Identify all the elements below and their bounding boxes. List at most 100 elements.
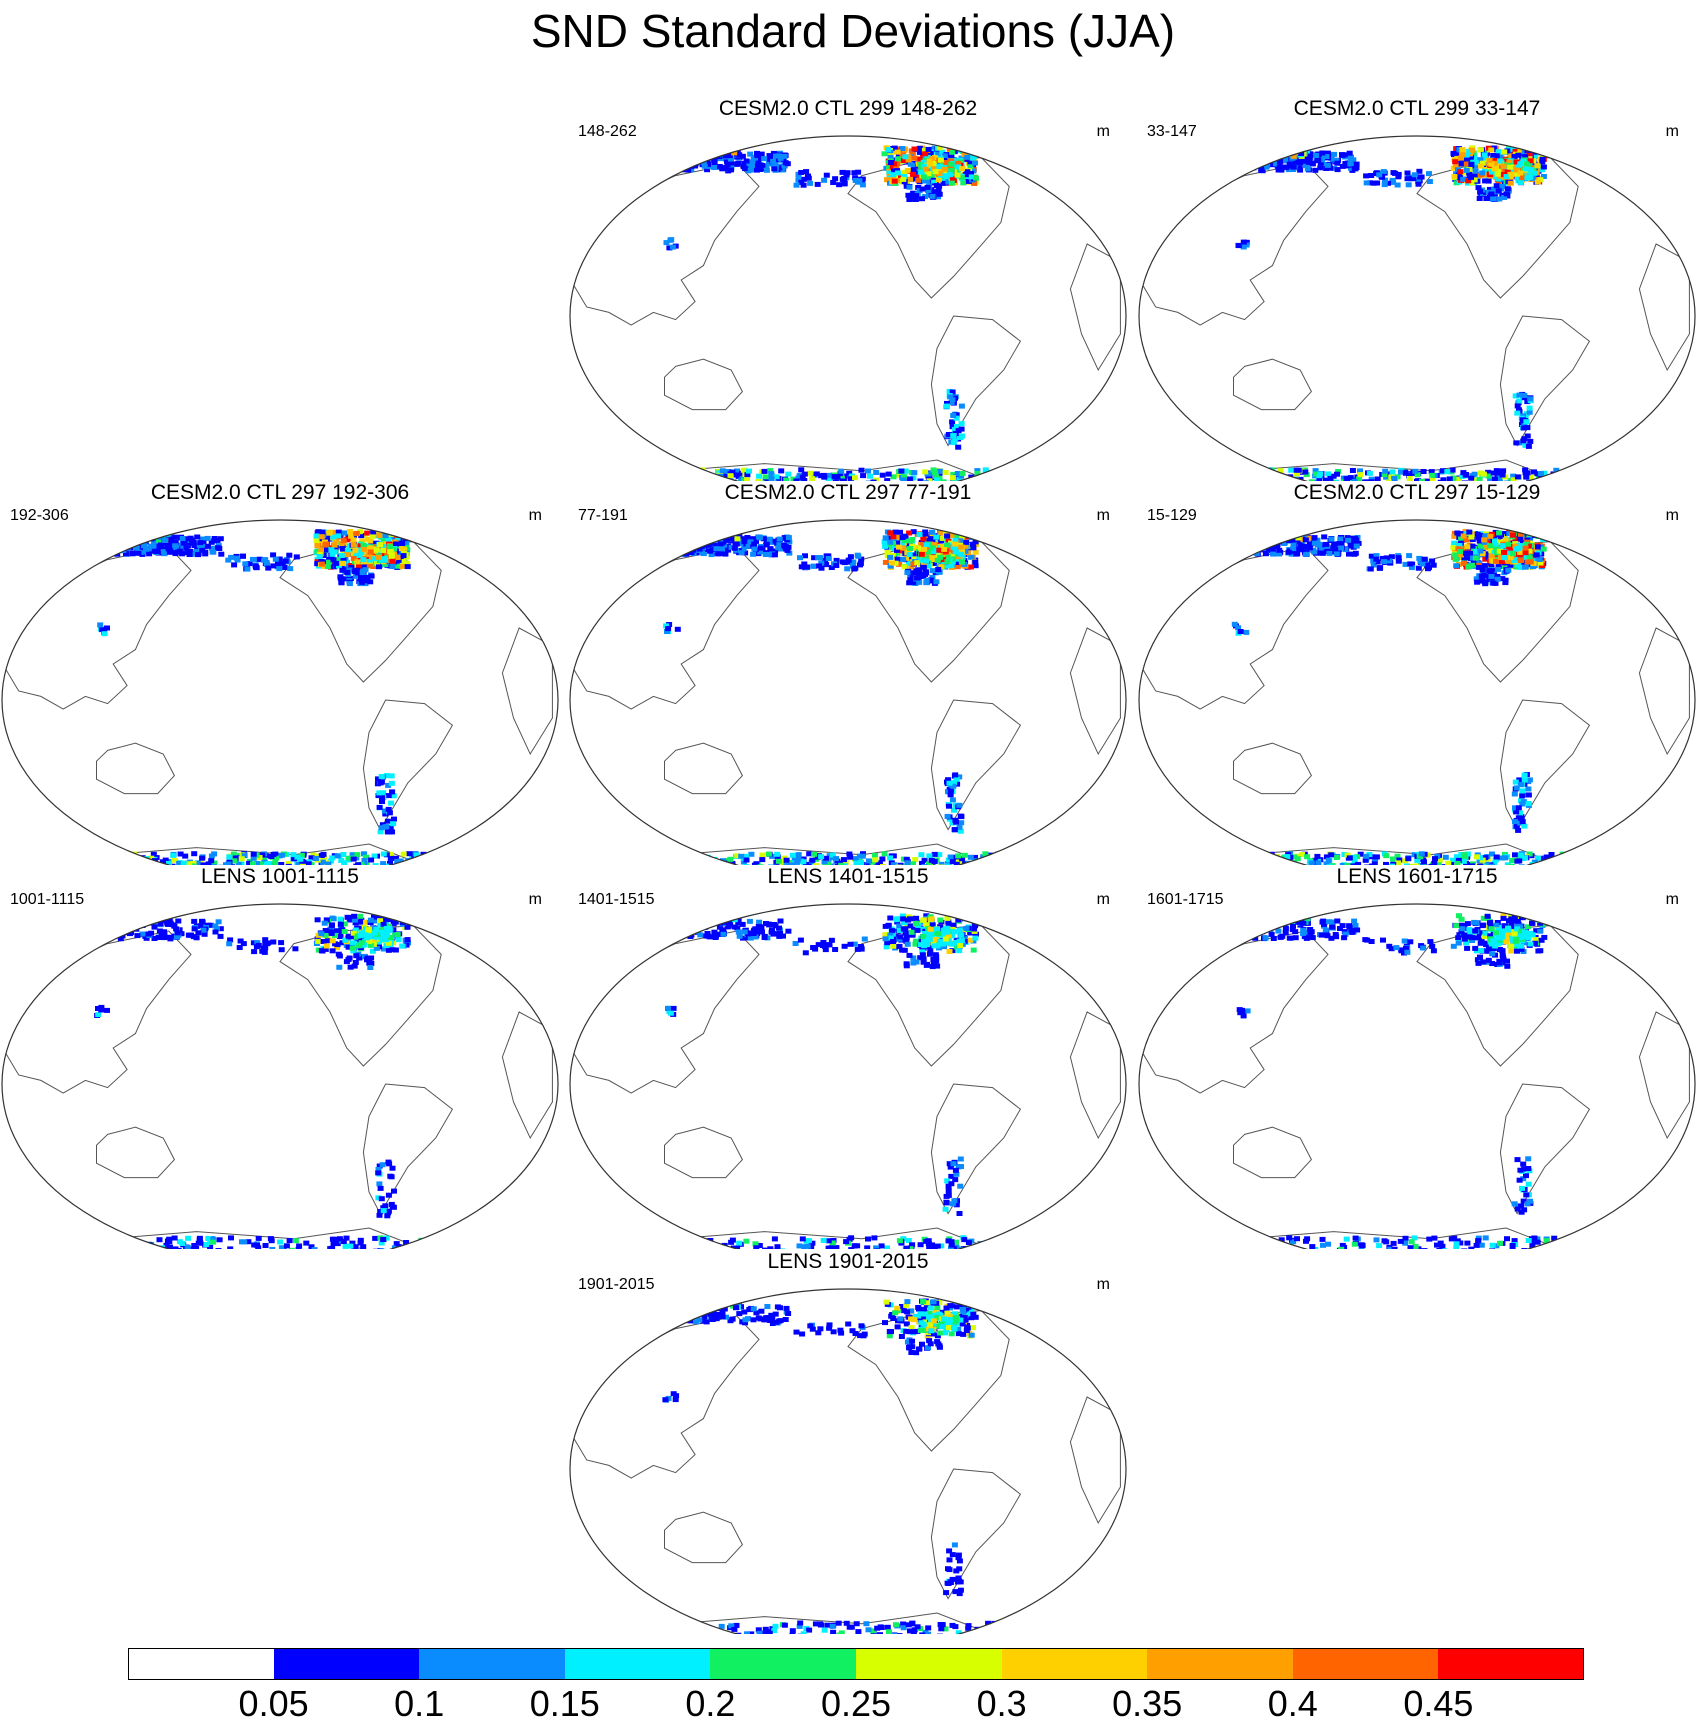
snow-cell bbox=[687, 851, 694, 857]
snow-cell bbox=[1347, 158, 1354, 164]
snow-cell bbox=[1481, 155, 1488, 161]
snow-cell bbox=[1278, 474, 1285, 480]
snow-cell bbox=[894, 160, 901, 166]
snow-cell bbox=[825, 556, 832, 561]
snow-cell bbox=[1416, 168, 1423, 174]
snow-cell bbox=[172, 539, 179, 545]
snow-cell bbox=[924, 184, 931, 190]
snow-cell bbox=[1457, 531, 1464, 537]
snow-cell bbox=[932, 470, 938, 476]
snow-cell bbox=[750, 551, 757, 557]
snow-cell bbox=[1521, 392, 1528, 398]
snow-cell bbox=[139, 537, 146, 543]
snow-cell bbox=[949, 475, 956, 481]
snow-cell bbox=[1288, 145, 1295, 151]
snow-cell bbox=[1334, 167, 1341, 173]
snow-cell bbox=[1257, 156, 1263, 162]
snow-cell bbox=[950, 413, 957, 418]
snow-cell bbox=[360, 553, 367, 559]
snow-cell bbox=[1527, 474, 1534, 480]
coastline bbox=[1141, 162, 1329, 326]
snow-cell bbox=[1368, 476, 1375, 481]
snow-cell bbox=[282, 558, 289, 564]
snow-cell bbox=[1290, 153, 1297, 159]
snow-cell bbox=[734, 853, 741, 859]
snow-cell bbox=[922, 194, 929, 200]
snow-cell bbox=[191, 851, 198, 857]
snow-cell bbox=[238, 856, 245, 862]
snow-cell bbox=[972, 854, 978, 860]
snow-cell bbox=[884, 177, 890, 183]
snow-cell bbox=[1270, 551, 1277, 557]
snow-cell bbox=[1457, 175, 1464, 181]
snow-cell bbox=[1446, 476, 1453, 481]
snow-cell bbox=[182, 853, 189, 859]
snow-cell bbox=[1251, 546, 1258, 552]
snow-cell bbox=[385, 782, 392, 788]
snow-cell bbox=[870, 479, 877, 481]
snow-cell bbox=[337, 574, 344, 580]
snow-cell bbox=[276, 556, 283, 562]
snow-cell bbox=[1357, 472, 1364, 478]
snow-cell bbox=[663, 240, 670, 246]
snow-cell bbox=[250, 556, 256, 562]
snow-cell bbox=[1381, 182, 1388, 188]
snow-cell bbox=[388, 800, 395, 806]
snow-cell bbox=[1382, 177, 1388, 183]
snow-cell bbox=[369, 554, 375, 560]
snow-cell bbox=[767, 468, 774, 474]
snow-cell bbox=[865, 468, 871, 474]
snow-cell bbox=[1336, 541, 1343, 546]
snow-cell bbox=[334, 853, 341, 859]
snow-cell bbox=[707, 145, 714, 151]
snow-cell bbox=[898, 468, 905, 474]
snow-cell bbox=[829, 852, 836, 858]
snow-cell bbox=[1269, 544, 1276, 550]
snow-cell bbox=[1273, 161, 1279, 166]
snow-cell bbox=[131, 537, 138, 543]
snow-cell bbox=[1235, 243, 1242, 249]
snow-cell bbox=[1272, 530, 1279, 536]
snow-cell bbox=[216, 546, 223, 551]
snow-cell bbox=[316, 554, 323, 559]
snow-cell bbox=[935, 151, 942, 157]
snow-cell bbox=[708, 151, 715, 157]
snow-cell bbox=[1366, 470, 1373, 476]
snow-cell bbox=[895, 534, 902, 540]
snow-cell bbox=[321, 536, 328, 542]
snow-cell bbox=[1343, 476, 1350, 481]
snow-cell bbox=[390, 793, 397, 799]
snow-cell bbox=[729, 536, 736, 542]
snow-cell bbox=[253, 564, 259, 570]
snow-cell bbox=[692, 150, 699, 156]
snow-cell bbox=[1468, 550, 1475, 556]
snow-cell bbox=[293, 554, 300, 560]
snow-cell bbox=[900, 158, 907, 163]
snow-cell bbox=[755, 162, 762, 168]
snow-cell bbox=[179, 551, 186, 557]
snow-cell bbox=[966, 147, 973, 153]
snow-cell bbox=[707, 548, 714, 554]
snow-cell bbox=[701, 472, 708, 478]
snow-cell bbox=[1415, 179, 1422, 184]
snow-cell bbox=[684, 162, 691, 168]
snow-cell bbox=[1493, 468, 1500, 474]
snow-cell bbox=[914, 560, 921, 566]
snow-cell bbox=[927, 151, 934, 156]
snow-cell bbox=[338, 553, 345, 558]
snow-cell bbox=[339, 546, 346, 552]
snow-cell bbox=[143, 546, 150, 552]
snow-cell bbox=[359, 569, 366, 575]
snow-cell bbox=[1319, 547, 1326, 553]
coastline bbox=[1233, 358, 1313, 411]
snow-cell bbox=[1290, 530, 1297, 536]
snow-cell bbox=[953, 776, 960, 782]
snow-cell bbox=[802, 553, 808, 559]
snow-cell bbox=[746, 468, 752, 474]
snow-cell bbox=[699, 550, 706, 556]
snow-cell bbox=[809, 857, 816, 863]
snow-cell bbox=[891, 178, 898, 184]
snow-cell bbox=[696, 546, 703, 552]
snow-cell bbox=[287, 566, 294, 572]
snow-cell bbox=[1527, 174, 1534, 180]
